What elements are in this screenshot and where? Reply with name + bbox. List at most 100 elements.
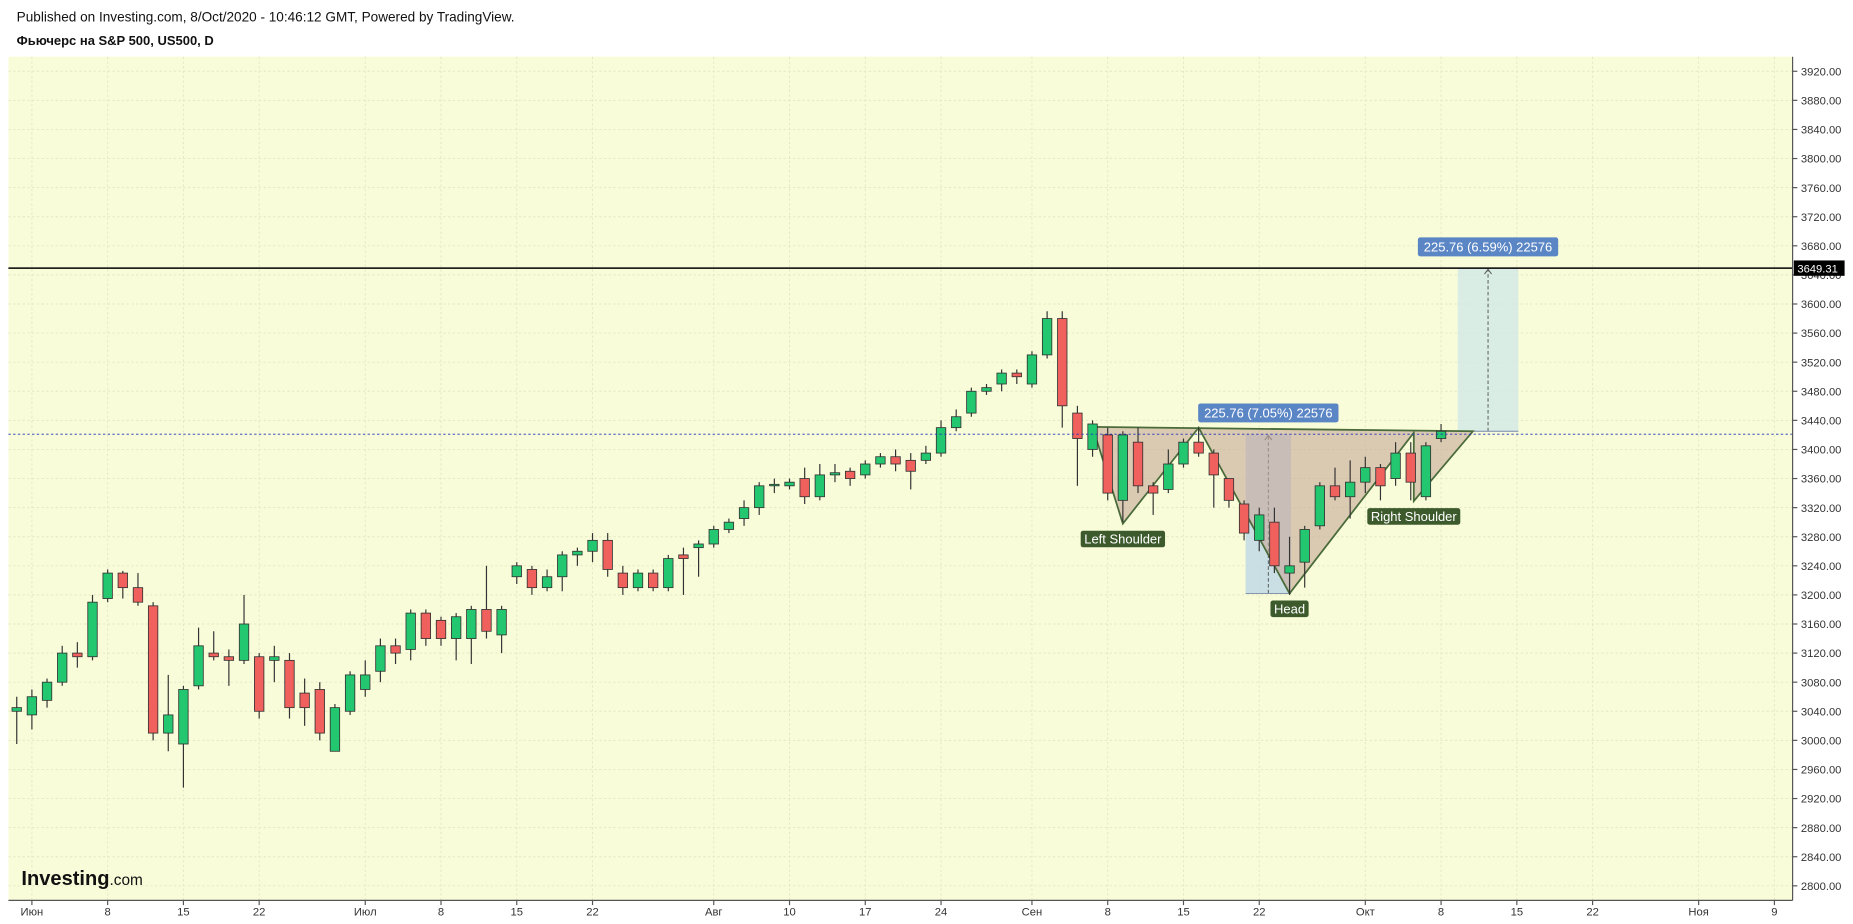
candle-body xyxy=(663,558,674,589)
level-price-label: 3649.31 xyxy=(1797,263,1838,275)
pattern-label: Right Shoulder xyxy=(1371,509,1458,524)
x-tick-label: 8 xyxy=(1105,907,1111,919)
candle-body xyxy=(1178,441,1189,465)
measure-label: 225.76 (6.59%) 22576 xyxy=(1424,240,1553,255)
candle-body xyxy=(405,612,416,650)
x-tick-label: 9 xyxy=(1771,907,1777,919)
candle-body xyxy=(981,387,992,392)
candle-body xyxy=(314,689,325,734)
x-tick-label: Авг xyxy=(705,907,723,919)
candle-body xyxy=(1072,412,1083,439)
candle-body xyxy=(1193,441,1204,454)
y-tick-label: 3720.00 xyxy=(1801,212,1842,224)
candle-body xyxy=(1360,467,1371,483)
candle-body xyxy=(875,456,886,465)
candle-body xyxy=(360,674,371,690)
y-tick-label: 2920.00 xyxy=(1801,794,1842,806)
x-tick-label: 17 xyxy=(859,907,871,919)
candle-body xyxy=(1057,318,1068,407)
logo-suffix: .com xyxy=(110,872,143,889)
candle-body xyxy=(375,645,386,672)
plot-area xyxy=(8,56,1793,901)
candle-body xyxy=(1299,529,1310,563)
candle-body xyxy=(920,452,932,461)
candle-body xyxy=(269,656,280,661)
candle-body xyxy=(1435,430,1447,439)
x-tick-label: 8 xyxy=(105,907,111,919)
candle-body xyxy=(1420,445,1432,498)
y-tick-label: 3600.00 xyxy=(1801,299,1842,311)
x-tick-label: Июл xyxy=(354,907,377,919)
y-tick-label: 3440.00 xyxy=(1801,415,1842,427)
pattern-label-box xyxy=(1080,530,1166,548)
chart-title: Фьючерс на S&P 500, US500, D xyxy=(17,33,214,48)
candle-body xyxy=(1329,485,1341,498)
candle-body xyxy=(1390,452,1401,479)
candle-body xyxy=(329,707,341,752)
candle-body xyxy=(72,652,83,658)
x-tick-label: 22 xyxy=(586,907,598,919)
candle-body xyxy=(844,470,856,479)
measure-label: 225.76 (7.05%) 22576 xyxy=(1204,406,1333,421)
axes: 2800.00 2840.00 2880.00 2920.00 2960.00 3000.… xyxy=(21,66,1845,919)
pattern-label-box xyxy=(1270,600,1309,618)
candle-body xyxy=(557,554,568,578)
marks: 225.76 (7.05%) 22576 225.76 (6.59%) 22576… xyxy=(8,237,1793,788)
candle-body xyxy=(996,372,1007,385)
candle-body xyxy=(254,656,265,712)
candle-body xyxy=(1375,467,1386,487)
candle-body xyxy=(723,521,735,530)
level-price-box xyxy=(1793,260,1845,276)
candle-body xyxy=(1405,452,1416,483)
logo-brand: Investing xyxy=(21,868,109,890)
y-tick-label: 2840.00 xyxy=(1801,852,1842,864)
y-tick-label: 2880.00 xyxy=(1801,823,1842,835)
header: Published on Investing.com, 8/Oct/2020 -… xyxy=(17,9,515,24)
y-tick-label: 3520.00 xyxy=(1801,357,1842,369)
candle-body xyxy=(344,674,356,712)
candle-body xyxy=(1254,514,1265,541)
candle-body xyxy=(693,543,704,549)
candle-body xyxy=(860,463,871,476)
candle-body xyxy=(511,565,522,578)
candle-body xyxy=(208,652,219,658)
y-tick-label: 3120.00 xyxy=(1801,648,1842,660)
candle-body xyxy=(451,616,462,639)
candle-body xyxy=(951,416,962,429)
candle-body xyxy=(11,707,22,712)
candle-body xyxy=(223,656,235,661)
candle-body xyxy=(572,550,583,556)
candle-body xyxy=(163,714,174,734)
y-tick-label: 3000.00 xyxy=(1801,736,1842,748)
candle-body xyxy=(132,587,144,603)
x-tick-label: 8 xyxy=(438,907,444,919)
measure-label-box xyxy=(1417,237,1559,257)
y-tick-label: 3880.00 xyxy=(1801,95,1842,107)
candle-body xyxy=(905,459,916,472)
pattern-label: Head xyxy=(1274,602,1305,617)
y-tick-label: 3080.00 xyxy=(1801,677,1842,689)
x-tick-label: 22 xyxy=(1253,907,1265,919)
measure-arrow-head xyxy=(1484,268,1492,275)
candle-body xyxy=(390,645,401,654)
candle-body xyxy=(299,692,310,709)
candle-body xyxy=(1269,521,1280,567)
candle-body xyxy=(708,529,719,545)
candle-body xyxy=(526,569,538,589)
y-tick-label: 3840.00 xyxy=(1801,125,1842,137)
candle-body xyxy=(496,609,507,636)
y-tick-label: 3200.00 xyxy=(1801,590,1842,602)
candle-body xyxy=(1163,463,1174,490)
candle-body xyxy=(117,572,128,589)
candle-body xyxy=(617,572,628,589)
x-tick-label: 15 xyxy=(177,907,189,919)
candle-body xyxy=(890,456,901,465)
x-tick-label: 15 xyxy=(511,907,523,919)
candle-body xyxy=(1238,503,1250,534)
candle-body xyxy=(435,619,447,639)
candle-body xyxy=(1132,441,1144,487)
candle-body xyxy=(754,485,765,509)
candle-body xyxy=(102,572,113,599)
candle-body xyxy=(935,427,947,454)
candle-body xyxy=(784,481,795,487)
